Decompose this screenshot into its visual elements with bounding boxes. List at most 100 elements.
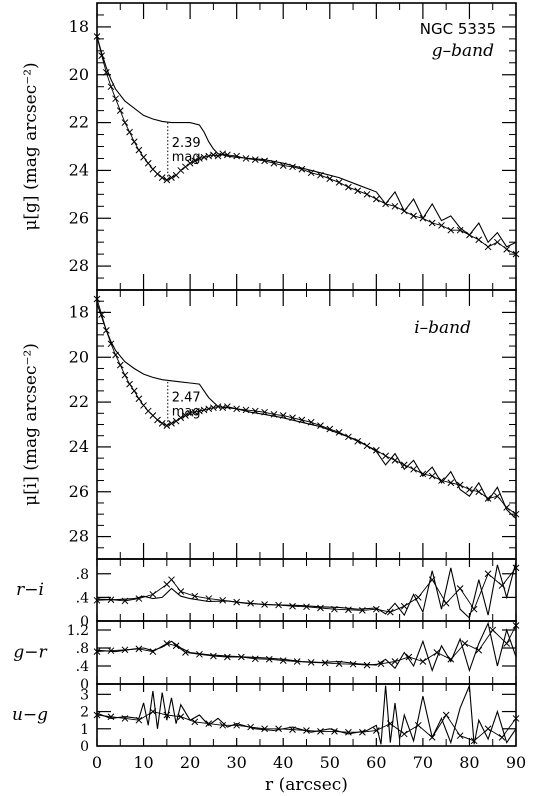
data-point-ug [261, 725, 268, 733]
data-point-gr [489, 626, 497, 634]
data-point-g [447, 226, 455, 234]
data-point-ri [317, 604, 324, 612]
data-point-i [354, 437, 362, 445]
data-point-gr [349, 660, 357, 668]
data-point-i [251, 407, 259, 415]
data-point-i [121, 371, 129, 379]
data-point-gr [172, 642, 180, 650]
data-point-i [475, 488, 483, 496]
data-point-g [261, 157, 268, 165]
data-point-gr [293, 658, 301, 665]
xtick-label: 80 [459, 753, 479, 772]
data-point-gr [447, 655, 455, 663]
xtick-label: 30 [226, 753, 246, 772]
data-point-gr [107, 647, 115, 655]
data-point-g [289, 163, 296, 171]
data-point-i [410, 465, 417, 473]
data-point-gr [224, 653, 231, 661]
data-point-ri [456, 585, 464, 592]
data-point-i [298, 416, 306, 424]
data-point-i [382, 452, 389, 460]
data-point-ug [219, 721, 227, 729]
data-point-ri [498, 582, 506, 589]
panel-frame-ug [96, 683, 517, 747]
data-point-gr [377, 660, 385, 668]
annotation-value-g: 2.39 [172, 136, 201, 151]
ylabel-ri: r−i [16, 580, 44, 600]
data-point-ri [107, 596, 115, 604]
data-point-g [130, 138, 138, 146]
ytick-label-ug: 1 [80, 722, 89, 738]
data-point-gr [135, 645, 143, 653]
data-point-g [410, 212, 417, 220]
data-point-g [140, 153, 147, 161]
data-point-ri [191, 592, 199, 600]
data-point-gr [307, 659, 315, 666]
data-point-g [233, 152, 241, 160]
data-point-g [382, 200, 389, 208]
data-point-g [279, 162, 287, 169]
data-point-i [135, 395, 143, 403]
data-point-g [191, 157, 199, 165]
data-point-gr [433, 649, 441, 656]
data-point-i [177, 414, 185, 422]
data-point-g [200, 153, 208, 161]
data-point-g [93, 33, 101, 40]
data-point-g [456, 226, 464, 234]
data-point-g [144, 159, 152, 167]
data-point-i [172, 417, 180, 425]
data-point-g [112, 95, 119, 103]
data-point-ri [345, 606, 352, 614]
data-point-g [107, 83, 115, 91]
data-point-i [140, 402, 147, 409]
data-point-ri [233, 598, 241, 606]
data-point-i [107, 340, 115, 348]
data-point-ri [414, 594, 422, 601]
data-point-g [419, 214, 427, 222]
data-point-i [494, 492, 501, 500]
data-point-g [168, 174, 175, 181]
band-label-i: i–band [414, 318, 471, 338]
data-point-ri [261, 601, 268, 608]
ytick-label-gr: .8 [76, 641, 89, 657]
data-point-i [98, 311, 106, 319]
data-point-g [158, 174, 166, 181]
data-point-ug [400, 730, 408, 738]
data-point-g [163, 176, 171, 184]
data-point-i [158, 420, 166, 427]
data-point-i [126, 380, 133, 388]
data-point-i [112, 351, 119, 359]
data-point-i [93, 295, 101, 303]
annotation-unit-i: mag [172, 404, 201, 419]
ytick-label-ri: 0 [80, 614, 89, 630]
data-point-ug [275, 725, 282, 733]
ytick-label-i: 22 [69, 392, 89, 411]
data-point-ug [247, 723, 254, 731]
data-point-gr [391, 658, 399, 665]
data-point-i [261, 408, 268, 416]
data-point-g [186, 159, 194, 167]
data-point-g [177, 167, 185, 174]
data-point-gr [196, 650, 203, 658]
data-point-ug [456, 732, 464, 740]
data-point-ri [512, 564, 520, 572]
data-point-ri [386, 608, 394, 616]
ylabel-i: μ[i] (mag arcsec⁻²) [21, 343, 41, 506]
data-point-gr [475, 646, 483, 654]
data-point-g [335, 179, 343, 186]
data-point-i [233, 405, 241, 413]
data-point-ug [442, 711, 450, 719]
data-point-i [428, 472, 436, 480]
data-point-ri [168, 576, 175, 584]
ytick-label-i: 26 [69, 482, 89, 501]
data-point-ug [345, 728, 352, 736]
data-point-i [163, 422, 171, 429]
data-point-gr [279, 657, 287, 664]
data-point-i [372, 446, 380, 454]
data-point-i [242, 406, 250, 414]
data-point-g [270, 159, 278, 167]
data-point-ug [289, 726, 296, 733]
ytick-label-ri: .8 [76, 567, 89, 583]
xtick-label: 0 [92, 753, 102, 772]
